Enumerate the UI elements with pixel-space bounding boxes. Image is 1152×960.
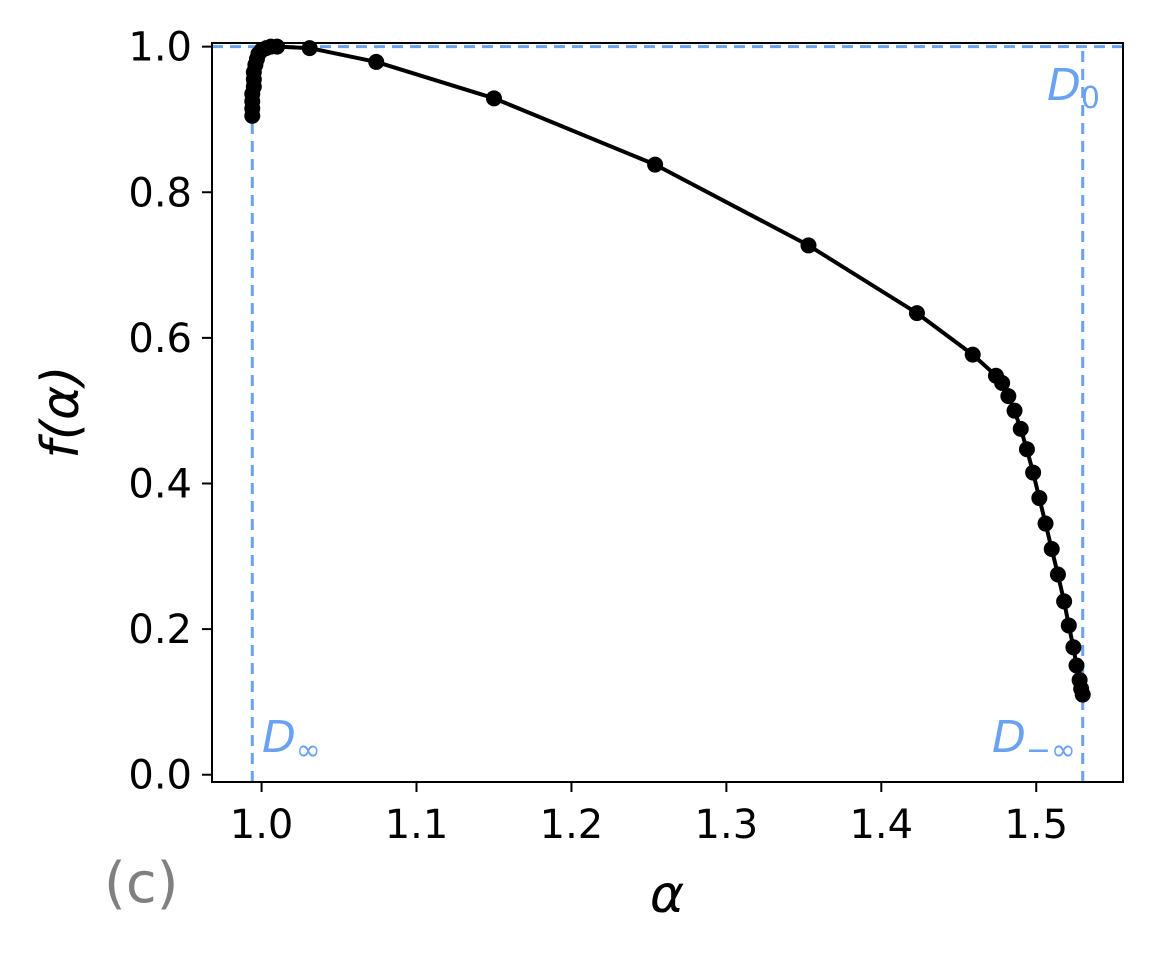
y-axis-ticks: 0.0 0.2 0.4 0.6 0.8 1.0 [128,25,212,799]
data-point [1074,686,1091,703]
x-axis-label: α [650,865,684,925]
x-tick-label: 1.3 [695,802,759,848]
data-point [1068,657,1085,674]
x-tick-label: 1.1 [385,802,449,848]
data-point [1056,593,1073,610]
data-point [1043,541,1060,558]
data-point [485,90,502,107]
data-point [964,346,981,363]
data-point [1049,566,1066,583]
data-point [368,53,385,70]
x-tick-label: 1.2 [540,802,604,848]
panel-label: (c) [104,851,178,916]
x-tick-label: 1.0 [230,802,294,848]
data-point [647,156,664,173]
data-point [1006,402,1023,419]
x-tick-label: 1.4 [849,802,913,848]
y-tick-label: 0.2 [128,607,192,653]
data-point [1037,515,1054,532]
y-tick-label: 1.0 [128,25,192,71]
y-axis-label: f(α) [31,365,91,458]
data-point [1000,388,1017,405]
data-point [301,40,318,57]
annotation-d-infinity: D∞ [262,712,321,768]
data-point [1012,420,1029,437]
data-point [1018,441,1035,458]
x-tick-label: 1.5 [1004,802,1068,848]
y-tick-label: 0.8 [128,170,192,216]
series-layer [244,38,1091,703]
x-axis-ticks: 1.0 1.1 1.2 1.3 1.4 1.5 [230,782,1068,848]
series-line [250,44,1085,696]
y-tick-label: 0.6 [128,316,192,362]
data-point [1025,464,1042,481]
data-point [1060,617,1077,634]
annotation-d0: D0 [1047,60,1100,116]
data-point [800,237,817,254]
y-tick-label: 0.4 [128,461,192,507]
plot-frame [211,42,1124,783]
data-point [908,305,925,322]
reference-annotations: D0 D∞ D−∞ [262,60,1100,768]
annotation-d-minus-infinity: D−∞ [992,712,1076,768]
data-point [1065,639,1082,656]
reference-lines [212,45,1123,782]
data-point [994,375,1011,392]
y-tick-label: 0.0 [128,753,192,799]
data-point [1031,490,1048,507]
data-point [269,38,286,55]
